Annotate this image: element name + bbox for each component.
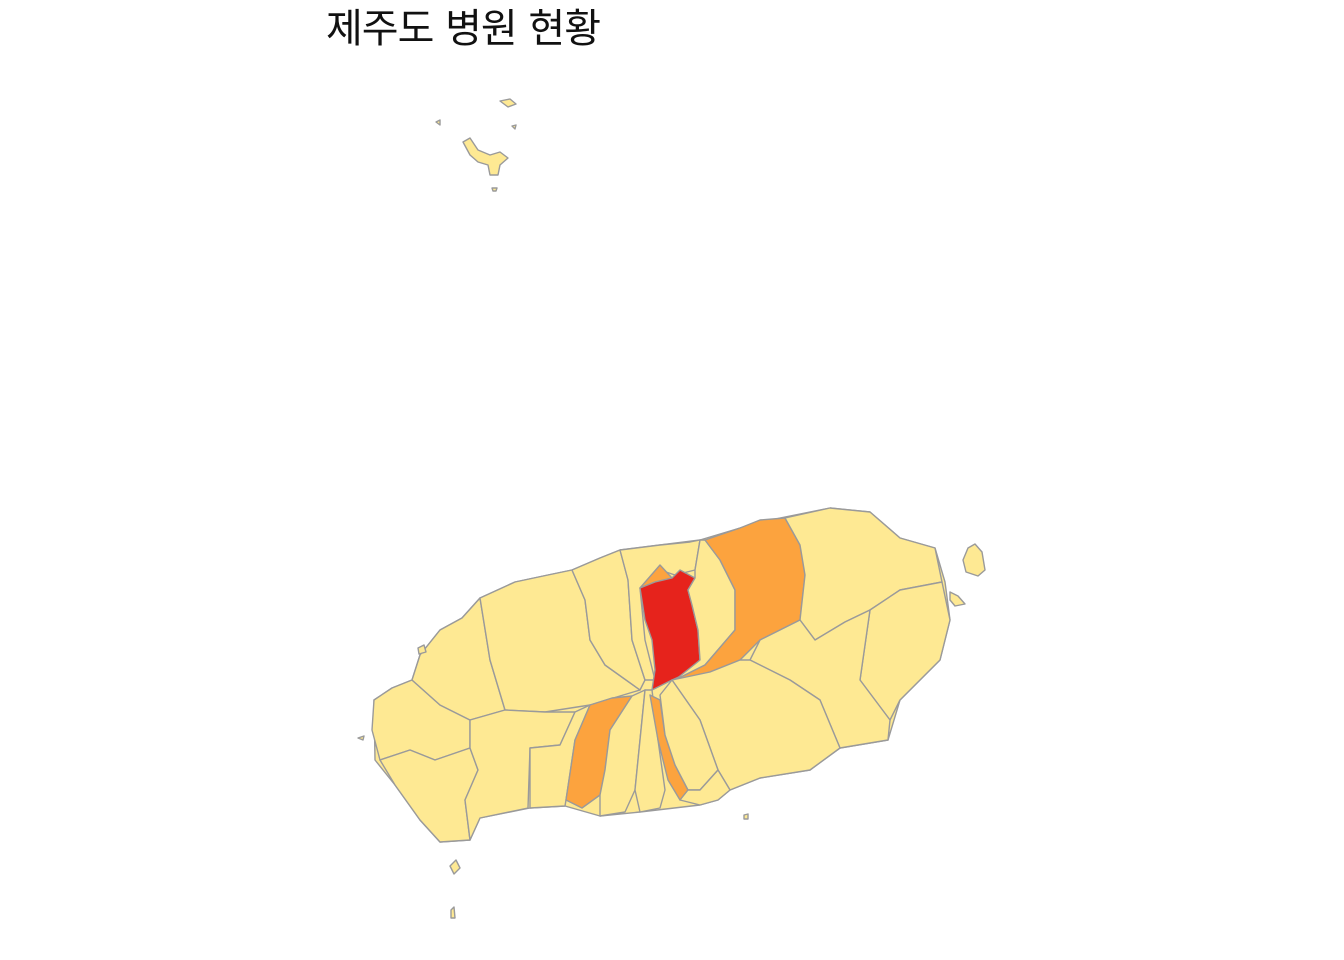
map-title: 제주도 병원 현황 xyxy=(326,6,601,52)
island-chuja-small-2 xyxy=(511,124,517,130)
island-marado xyxy=(450,906,456,919)
island-chuja-north xyxy=(499,98,517,108)
island-seongsan-islet xyxy=(949,591,966,607)
district-northeast-strip xyxy=(674,517,806,681)
district-southwest-a xyxy=(464,709,576,841)
island-south-islet xyxy=(743,813,749,820)
district-west-coast-b xyxy=(379,747,479,843)
district-south-east-coast xyxy=(679,769,731,806)
island-west-islet xyxy=(357,735,365,741)
island-chuja-small-3 xyxy=(491,187,498,192)
island-biyangdo xyxy=(417,644,427,655)
island-udo xyxy=(962,543,986,577)
island-chuja-small-1 xyxy=(435,119,441,126)
island-chuja-main xyxy=(462,137,509,176)
island-gapado xyxy=(449,859,461,875)
